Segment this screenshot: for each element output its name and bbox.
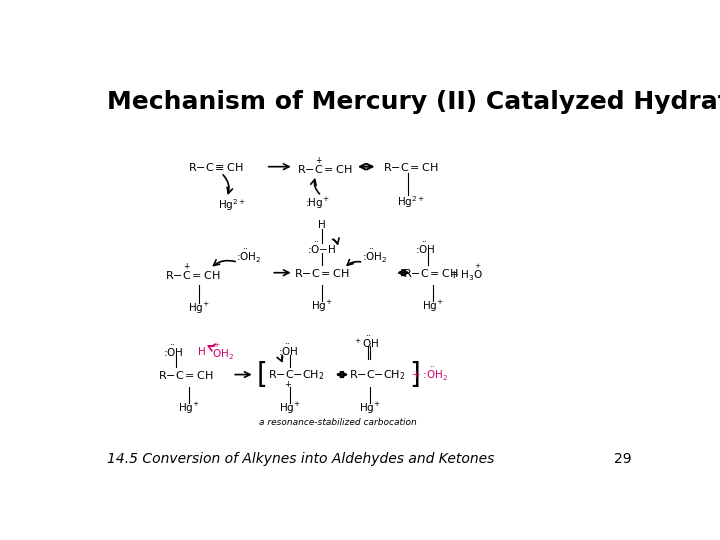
Text: R$-$C$=$CH: R$-$C$=$CH: [383, 161, 438, 173]
Text: $^+\ddot{\mathrm{O}}$H: $^+\ddot{\mathrm{O}}$H: [353, 335, 379, 350]
Text: :$\ddot{\mathrm{O}}$H$_2$: :$\ddot{\mathrm{O}}$H$_2$: [362, 248, 387, 265]
Text: R$-$C$\equiv$CH: R$-$C$\equiv$CH: [188, 161, 243, 173]
Text: $+$ H$_3\overset{+}{\mathrm{O}}$: $+$ H$_3\overset{+}{\mathrm{O}}$: [449, 262, 484, 283]
Text: ]: ]: [409, 361, 420, 389]
Text: [: [: [256, 361, 267, 389]
Text: R$-$C$-$CH$_2$: R$-$C$-$CH$_2$: [349, 368, 405, 382]
Text: Hg$^{2+}$: Hg$^{2+}$: [218, 197, 246, 213]
Text: :$\ddot{\mathrm{O}}$H$_2$: :$\ddot{\mathrm{O}}$H$_2$: [236, 248, 262, 265]
Text: Hg$^{+}$: Hg$^{+}$: [422, 299, 444, 314]
Text: Hg$^{2+}$: Hg$^{2+}$: [397, 194, 425, 210]
Text: Hg$^{+}$: Hg$^{+}$: [359, 401, 381, 416]
Text: Mechanism of Mercury (II) Catalyzed Hydration: Mechanism of Mercury (II) Catalyzed Hydr…: [107, 90, 720, 114]
Text: R$-$C$=$CH: R$-$C$=$CH: [294, 267, 349, 279]
Text: $+$: $+$: [284, 379, 292, 389]
Text: R$-\overset{+}{\mathrm{C}}{=}$CH: R$-\overset{+}{\mathrm{C}}{=}$CH: [297, 156, 352, 177]
Text: R$-$C$-$CH$_2$: R$-$C$-$CH$_2$: [269, 368, 325, 382]
Text: :$\ddot{\mathrm{O}}$$-$H: :$\ddot{\mathrm{O}}$$-$H: [307, 241, 336, 256]
Text: :$\ddot{\mathrm{O}}$H: :$\ddot{\mathrm{O}}$H: [163, 344, 184, 359]
Text: R$-$C$=$CH: R$-$C$=$CH: [402, 267, 458, 279]
Text: Hg$^{+}$: Hg$^{+}$: [279, 401, 301, 416]
Text: R$-\overset{+}{\mathrm{C}}{=}$CH: R$-\overset{+}{\mathrm{C}}{=}$CH: [166, 262, 221, 284]
Text: H: H: [198, 347, 205, 357]
Text: Hg$^{+}$: Hg$^{+}$: [188, 300, 210, 315]
Text: a resonance-stabilized carbocation: a resonance-stabilized carbocation: [259, 418, 417, 427]
Text: 14.5 Conversion of Alkynes into Aldehydes and Ketones: 14.5 Conversion of Alkynes into Aldehyde…: [107, 452, 494, 466]
Text: 29: 29: [613, 452, 631, 466]
Text: :$\ddot{\mathrm{O}}$H: :$\ddot{\mathrm{O}}$H: [415, 241, 435, 256]
Text: :$\ddot{\mathrm{O}}$H: :$\ddot{\mathrm{O}}$H: [278, 343, 298, 358]
Text: $\overset{+}{\mathrm{O}}$H$_2$: $\overset{+}{\mathrm{O}}$H$_2$: [212, 341, 234, 362]
Text: :Hg$^{+}$: :Hg$^{+}$: [305, 195, 330, 211]
Text: Hg$^{+}$: Hg$^{+}$: [310, 299, 333, 314]
Text: R$-$C$=$CH: R$-$C$=$CH: [158, 369, 214, 381]
Text: H: H: [318, 220, 325, 230]
Text: $+$ :$\ddot{\mathrm{O}}$H$_2$: $+$ :$\ddot{\mathrm{O}}$H$_2$: [410, 366, 448, 383]
Text: Hg$^{+}$: Hg$^{+}$: [179, 401, 200, 416]
